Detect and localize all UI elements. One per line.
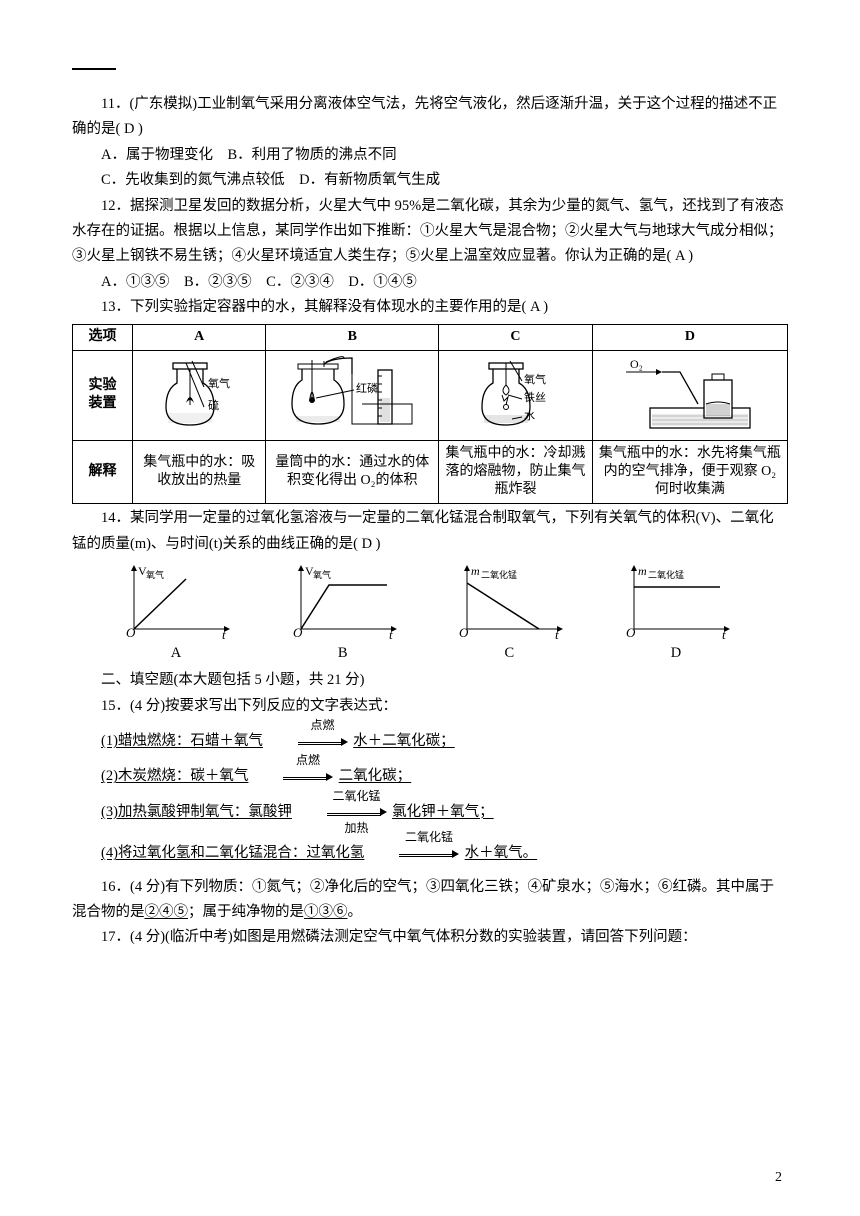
svg-text:t: t	[555, 627, 559, 641]
q15-eq3: (3)加热氯酸钾制氧气：氯酸钾 二氧化锰加热 氯化钾＋氧气；	[72, 800, 788, 825]
q13-hA: A	[133, 325, 266, 350]
svg-text:m: m	[471, 564, 480, 578]
svg-text:氧气: 氧气	[313, 569, 331, 580]
svg-text:O: O	[126, 625, 136, 640]
svg-text:硫: 硫	[208, 398, 219, 412]
q13-h1: 选项	[73, 325, 133, 350]
q13-hC: C	[439, 325, 593, 350]
q16: 16．(4 分)有下列物质：①氮气；②净化后的空气；③四氧化三铁；④矿泉水；⑤海…	[72, 875, 788, 926]
svg-text:水: 水	[524, 409, 535, 422]
q15-eq2: (2)木炭燃烧：碳＋氧气 点燃 二氧化碳；	[72, 764, 788, 789]
q13-eD: 集气瓶中的水：水先将集气瓶内的空气排净，便于观察 O₂何时收集满	[592, 440, 787, 504]
page-number: 2	[775, 1166, 782, 1191]
graph-D: m二氧化锰 O t	[606, 561, 746, 641]
graph-B: V氧气 O t	[273, 561, 413, 641]
q15-eq4: (4)将过氧化氢和二氧化锰混合：过氧化氢 二氧化锰 水＋氧气。	[72, 841, 788, 866]
q13-table: 选项 A B C D 实验装置 氧气 硫	[72, 324, 788, 504]
svg-text:二氧化锰: 二氧化锰	[648, 569, 684, 580]
q13-row-device: 实验装置	[73, 350, 133, 440]
svg-text:氧气: 氧气	[146, 569, 164, 580]
q14-graphs: V氧气 O t V氧气 O t m二氧化锰 O t	[106, 561, 746, 641]
q17-stem: 17．(4 分)(临沂中考)如图是用燃磷法测定空气中氧气体积分数的实验装置，请回…	[72, 925, 788, 950]
q14-labels: A B C D	[106, 641, 746, 666]
graph-C: m二氧化锰 O t	[439, 561, 579, 641]
svg-text:铁丝: 铁丝	[524, 391, 546, 404]
q12-stem: 12．据探测卫星发回的数据分析，火星大气中 95%是二氧化碳，其余为少量的氮气、…	[72, 194, 788, 270]
q12-opts: A．①③⑤ B．②③⑤ C．②③④ D．①④⑤	[72, 270, 788, 295]
q11-opts1: A．属于物理变化 B．利用了物质的沸点不同	[72, 143, 788, 168]
svg-text:氧气: 氧气	[208, 376, 230, 390]
q14-stem: 14．某同学用一定量的过氧化氢溶液与一定量的二氧化锰混合制取氧气，下列有关氧气的…	[72, 506, 788, 557]
q13-hB: B	[266, 325, 439, 350]
svg-text:O: O	[459, 625, 469, 640]
svg-text:二氧化锰: 二氧化锰	[481, 569, 517, 580]
q13-device-A: 氧气 硫	[133, 350, 266, 440]
q13-stem: 13．下列实验指定容器中的水，其解释没有体现水的主要作用的是( A )	[72, 295, 788, 320]
graph-A: V氧气 O t	[106, 561, 246, 641]
svg-text:红磷: 红磷	[356, 382, 378, 395]
q13-row-explain: 解释	[73, 440, 133, 504]
q13-device-D: O₂	[592, 350, 787, 440]
q13-hD: D	[592, 325, 787, 350]
q15-eq1: (1)蜡烛燃烧：石蜡＋氧气 点燃 水＋二氧化碳；	[72, 729, 788, 754]
svg-text:O₂: O₂	[630, 357, 643, 371]
svg-text:m: m	[638, 564, 647, 578]
q11-stem: 11．(广东模拟)工业制氧气采用分离液体空气法，先将空气液化，然后逐渐升温，关于…	[72, 92, 788, 143]
svg-text:t: t	[722, 627, 726, 641]
section2-title: 二、填空题(本大题包括 5 小题，共 21 分)	[72, 668, 788, 693]
q13-eB: 量筒中的水：通过水的体积变化得出 O₂的体积	[266, 440, 439, 504]
svg-text:t: t	[222, 627, 226, 641]
q13-device-B: 红磷	[266, 350, 439, 440]
svg-text:O: O	[626, 625, 636, 640]
q15-stem: 15．(4 分)按要求写出下列反应的文字表达式：	[72, 694, 788, 719]
q13-eA: 集气瓶中的水：吸收放出的热量	[133, 440, 266, 504]
svg-text:t: t	[389, 627, 393, 641]
q13-eC: 集气瓶中的水：冷却溅落的熔融物，防止集气瓶炸裂	[439, 440, 593, 504]
svg-text:氧气: 氧气	[524, 372, 546, 386]
q11-opts2: C．先收集到的氮气沸点较低 D．有新物质氧气生成	[72, 168, 788, 193]
q13-device-C: 氧气 铁丝 水	[439, 350, 593, 440]
